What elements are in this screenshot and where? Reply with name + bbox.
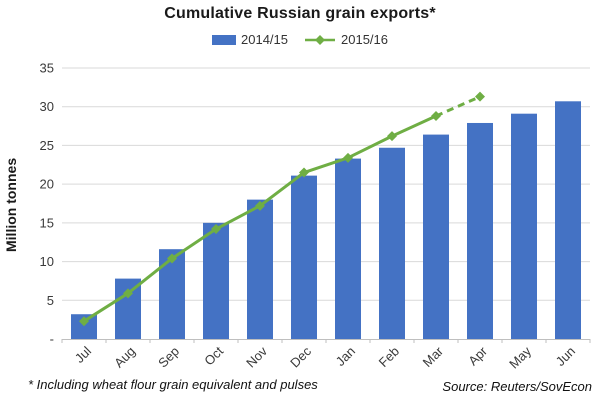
x-label-dec: Dec xyxy=(287,343,314,370)
marker-nov xyxy=(255,200,265,211)
y-tick-label-0: - xyxy=(50,332,54,347)
y-tick-label-10: 10 xyxy=(40,254,54,269)
bar-apr xyxy=(467,122,493,339)
x-label-may: May xyxy=(506,343,534,371)
series-line-2015-16-dashed xyxy=(435,95,481,118)
bar-jan xyxy=(335,158,361,339)
legend-item-2015-16: 2015/16 xyxy=(304,32,388,47)
y-tick-label-20: 20 xyxy=(40,177,54,192)
y-tick-label-25: 25 xyxy=(40,138,54,153)
x-label-aug: Aug xyxy=(111,344,138,371)
marker-mar xyxy=(431,111,441,122)
legend: 2014/15 2015/16 xyxy=(0,32,600,47)
bar-swatch-icon xyxy=(212,34,236,45)
marker-oct xyxy=(211,224,221,235)
x-label-nov: Nov xyxy=(243,343,270,370)
y-tick-label-35: 35 xyxy=(40,61,54,76)
bar-dec xyxy=(291,175,317,339)
legend-label-2014-15: 2014/15 xyxy=(241,32,288,47)
legend-item-2014-15: 2014/15 xyxy=(212,32,288,47)
y-tick-label-5: 5 xyxy=(47,293,54,308)
x-label-feb: Feb xyxy=(376,344,402,370)
y-tick-label-15: 15 xyxy=(40,215,54,230)
x-label-jan: Jan xyxy=(333,344,358,369)
bar-feb xyxy=(379,147,405,339)
marker-dec xyxy=(299,167,309,178)
bar-nov xyxy=(247,199,273,339)
source-credit: Source: Reuters/SovEcon xyxy=(442,379,592,394)
line-marker-icon xyxy=(305,34,335,45)
bar-jun xyxy=(555,101,581,340)
x-label-oct: Oct xyxy=(201,343,226,368)
marker-sep xyxy=(167,253,177,264)
x-label-jul: Jul xyxy=(72,343,94,365)
marker-jul xyxy=(79,316,89,327)
bar-mar xyxy=(423,134,449,339)
x-label-jun: Jun xyxy=(553,344,578,369)
marker-feb xyxy=(387,131,397,142)
chart-title: Cumulative Russian grain exports* xyxy=(164,5,436,22)
bar-may xyxy=(511,113,537,339)
x-label-apr: Apr xyxy=(465,343,490,368)
marker-jan xyxy=(343,152,353,163)
marker-apr xyxy=(475,91,485,102)
y-tick-label-30: 30 xyxy=(40,99,54,114)
x-label-mar: Mar xyxy=(420,343,447,370)
bar-oct xyxy=(203,222,229,339)
x-label-sep: Sep xyxy=(155,344,182,371)
marker-aug xyxy=(123,288,133,299)
legend-label-2015-16: 2015/16 xyxy=(341,32,388,47)
footnote: * Including wheat flour grain equivalent… xyxy=(28,377,318,392)
